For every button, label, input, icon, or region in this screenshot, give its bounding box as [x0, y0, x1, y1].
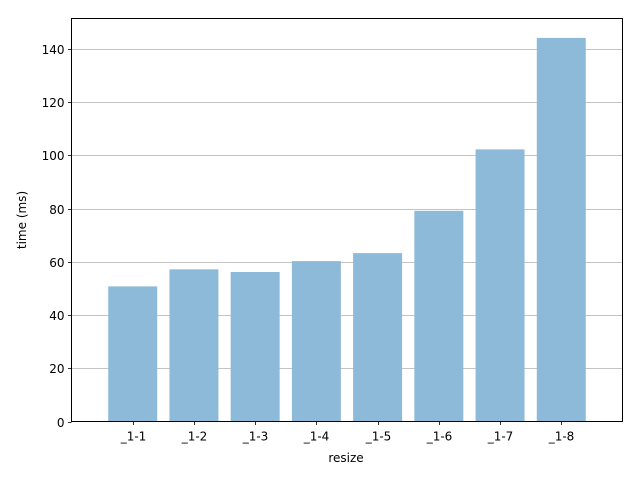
- y-tick-label-4: 80: [49, 203, 64, 217]
- y-axis-label: time (ms): [15, 191, 29, 249]
- y-gridlines: [71, 49, 623, 369]
- bar-_1-3: [230, 272, 280, 422]
- y-tick-label-5: 100: [42, 149, 65, 163]
- x-axis-ticks: _1-1 _1-2 _1-3 _1-4 _1-5 _1-6 _1-7 _1-8: [120, 421, 575, 444]
- bar-_1-7: [475, 149, 525, 422]
- bar-_1-8: [536, 37, 586, 422]
- bar-_1-1: [108, 286, 158, 422]
- x-tick-label-_1-5: _1-5: [365, 430, 392, 444]
- y-axis-ticks: 0 20 40 60 80 100 120 140: [42, 43, 72, 430]
- bars: [108, 37, 586, 422]
- x-tick-label-_1-4: _1-4: [303, 430, 330, 444]
- y-tick-label-6: 120: [42, 96, 65, 110]
- y-tick-label-7: 140: [42, 43, 65, 57]
- bar-_1-6: [414, 210, 464, 422]
- plot-frame: [71, 18, 623, 422]
- y-tick-label-1: 20: [49, 362, 64, 376]
- x-tick-label-_1-1: _1-1: [120, 430, 147, 444]
- x-tick-label-_1-7: _1-7: [487, 430, 514, 444]
- x-tick-label-_1-3: _1-3: [242, 430, 269, 444]
- bar-_1-5: [353, 253, 403, 422]
- x-tick-label-_1-8: _1-8: [548, 430, 575, 444]
- y-tick-label-0: 0: [57, 416, 65, 430]
- bar-_1-2: [169, 269, 219, 422]
- y-tick-label-2: 40: [49, 309, 64, 323]
- x-tick-label-_1-2: _1-2: [181, 430, 208, 444]
- x-axis-label: resize: [328, 451, 363, 465]
- x-tick-label-_1-6: _1-6: [426, 430, 453, 444]
- y-tick-label-3: 60: [49, 256, 64, 270]
- bar-_1-4: [291, 261, 341, 422]
